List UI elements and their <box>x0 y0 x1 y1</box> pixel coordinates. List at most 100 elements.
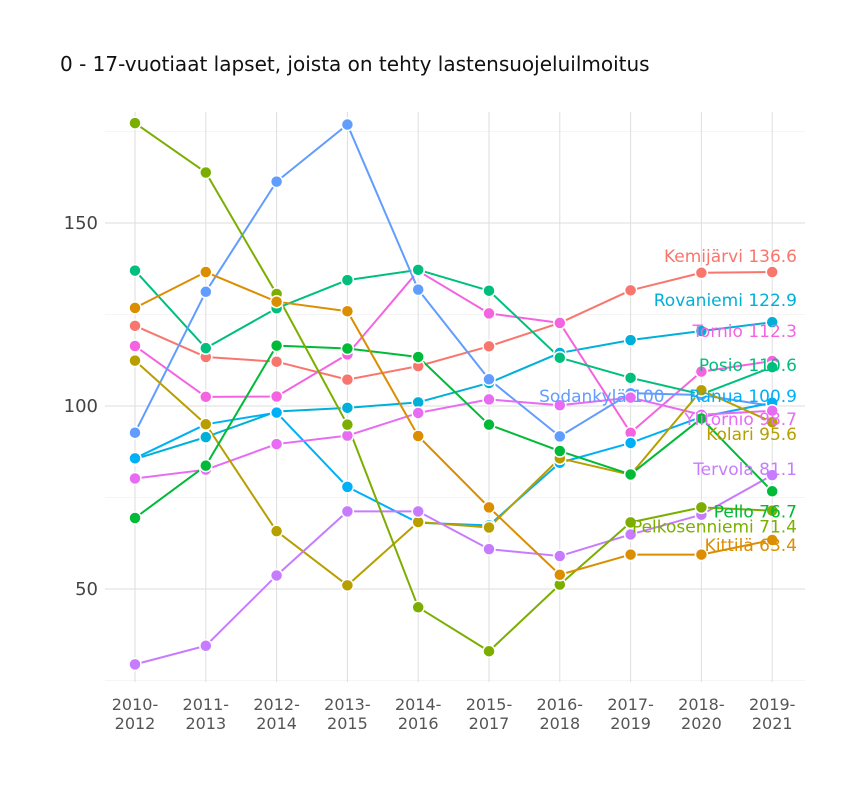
data-point-tervola <box>482 542 496 556</box>
data-point-ylitornio <box>411 406 425 420</box>
series-line-kittil- <box>134 271 773 576</box>
end-label-sodankyl-: Sodankylä 100. <box>539 387 670 407</box>
data-point-tervola <box>269 568 284 583</box>
data-point-rovaniemi <box>623 333 638 347</box>
data-point-pello <box>128 511 142 525</box>
data-point-tervola <box>199 638 213 653</box>
data-point-rovaniemi <box>765 315 779 329</box>
data-point-kittil- <box>765 533 779 547</box>
data-point-kittil- <box>482 500 496 515</box>
end-label-tervola: Tervola 81.1 <box>692 460 797 480</box>
data-point-pelkosenniemi <box>411 600 425 615</box>
data-point-tornio <box>694 364 709 379</box>
axis-layer: 50 100 150 2010-2012 2011-2013 2012-2014 2013-… <box>64 213 796 733</box>
data-point-kittil- <box>269 294 284 309</box>
data-point-tornio <box>199 390 213 404</box>
data-point-pello <box>199 458 213 473</box>
data-point-ylitornio <box>128 471 142 486</box>
data-point-kittil- <box>199 265 213 279</box>
data-point-pello <box>765 484 779 499</box>
data-point-kolari <box>199 417 213 432</box>
data-point-pelkosenniemi <box>765 503 779 518</box>
end-label-kolari: Kolari 95.6 <box>706 425 797 445</box>
data-point-tervola <box>411 504 425 519</box>
data-point-ranua <box>269 405 284 420</box>
data-point-kolari <box>128 353 142 368</box>
series-line-posio <box>134 268 773 396</box>
data-point-kolari <box>269 524 284 538</box>
data-point-rovaniemi <box>199 430 213 444</box>
data-point-ranua <box>340 480 355 494</box>
data-point-ylitornio <box>482 392 496 407</box>
data-point-rovaniemi <box>694 324 709 338</box>
end-label-posio: Posio 110.6 <box>699 356 797 376</box>
data-point-posio <box>411 263 425 277</box>
data-point-ranua <box>623 436 638 450</box>
data-point-ylitornio <box>553 398 567 413</box>
data-point-rovaniemi <box>340 401 355 415</box>
data-point-kemij-rvi <box>765 265 779 279</box>
data-point-sodankyl- <box>482 372 496 387</box>
data-point-sodankyl- <box>199 285 213 299</box>
x-tick-label: 2017-2019 <box>607 695 654 733</box>
series-layer <box>128 116 779 672</box>
data-point-pelkosenniemi <box>199 165 213 180</box>
data-point-ylitornio <box>623 390 638 405</box>
data-point-kittil- <box>411 429 425 443</box>
data-point-tervola <box>128 657 142 672</box>
data-point-kolari <box>340 578 355 593</box>
data-point-pelkosenniemi <box>694 500 709 515</box>
x-tick-label: 2011-2013 <box>183 695 230 733</box>
data-point-sodankyl- <box>128 425 142 440</box>
series-line-pelkosenniemi <box>134 122 773 653</box>
data-point-tervola <box>340 504 355 519</box>
label-layer: Kemijärvi 136.6 Rovaniemi 122.9 Tornio 112… <box>539 247 797 556</box>
series-line-tervola <box>134 474 773 666</box>
end-label-ranua: Ranua 100.9 <box>689 387 797 407</box>
series-line-tornio <box>134 269 773 434</box>
data-point-posio <box>128 263 142 278</box>
data-point-kemij-rvi <box>694 266 709 280</box>
data-point-posio <box>623 371 638 385</box>
series-line-pello <box>134 344 773 519</box>
data-point-kittil- <box>694 547 709 562</box>
chart-title: 0 - 17-vuotiaat lapset, joista on tehty … <box>60 52 650 76</box>
data-point-tervola <box>765 468 779 482</box>
data-point-pelkosenniemi <box>623 515 638 530</box>
x-tick-label: 2010-2012 <box>112 695 159 733</box>
data-point-posio <box>340 273 355 287</box>
x-tick-label: 2012-2014 <box>253 695 300 733</box>
data-point-pello <box>269 338 284 353</box>
data-point-pello <box>553 444 567 458</box>
data-point-pello <box>623 467 638 482</box>
data-point-posio <box>553 350 567 365</box>
data-point-ylitornio <box>340 428 355 443</box>
data-point-ranua <box>128 451 142 466</box>
data-point-pello <box>482 417 496 432</box>
end-label-tornio: Tornio 112.3 <box>691 322 797 342</box>
data-point-kittil- <box>553 567 567 582</box>
x-tick-label: 2016-2018 <box>537 695 584 733</box>
data-point-kolari <box>482 520 496 535</box>
data-point-kemij-rvi <box>482 339 496 354</box>
data-point-kittil- <box>128 301 142 315</box>
data-point-pello <box>340 341 355 356</box>
data-point-kittil- <box>340 304 355 318</box>
data-point-tornio <box>128 339 142 353</box>
data-point-posio <box>765 360 779 374</box>
end-label-pelkosenniemi: Pelkosenniemi 71.4 <box>632 518 797 538</box>
data-point-kittil- <box>623 547 638 562</box>
data-point-kemij-rvi <box>623 283 638 298</box>
series-line-rovaniemi <box>134 321 773 461</box>
data-point-posio <box>482 283 496 298</box>
data-point-kolari <box>694 383 709 398</box>
y-tick-label: 150 <box>64 213 98 234</box>
data-point-sodankyl- <box>553 429 567 444</box>
x-tick-label: 2013-2015 <box>324 695 371 733</box>
data-point-tornio <box>269 389 284 404</box>
end-label-kittil-: Kittilä 63.4 <box>705 536 797 556</box>
x-tick-label: 2018-2020 <box>678 695 725 733</box>
data-point-sodankyl- <box>411 282 425 297</box>
